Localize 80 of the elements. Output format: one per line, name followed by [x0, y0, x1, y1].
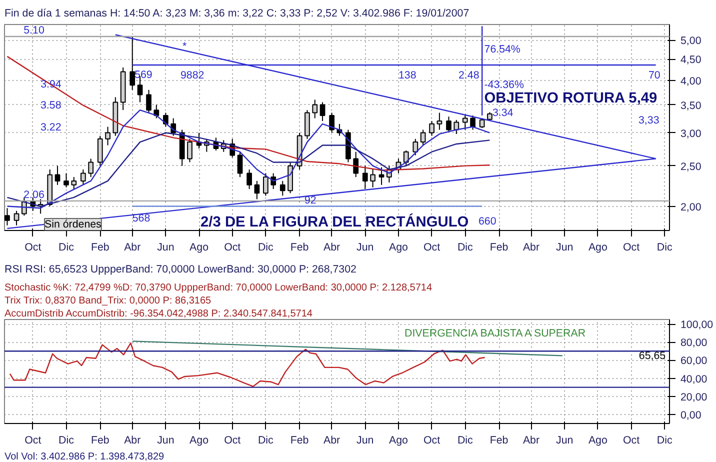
- annotation: DIVERGENCIA BAJISTA A SUPERAR: [404, 328, 586, 340]
- x-tick-label: Jun: [356, 242, 374, 254]
- y-tick-label: 4,50: [680, 54, 702, 66]
- x-tick-label: Oct: [224, 242, 241, 254]
- x-tick-label: Dic: [457, 434, 474, 446]
- x-tick-label: Jun: [356, 434, 374, 446]
- chart-title: Fin de día 1 semanas H: 14:50 A: 3,23 M: 3,36 m: 3,22 C: 3,33 P: 2,52 V: 3.402.986 F: 19/01/2007: [4, 8, 470, 20]
- annotation: 3,33: [638, 114, 660, 126]
- annotation: 70: [648, 70, 660, 82]
- x-tick-label: Dic: [457, 242, 474, 254]
- annotation: 92: [304, 194, 316, 206]
- y-tick-label: 4,00: [680, 76, 702, 88]
- x-tick-label: Oct: [224, 434, 241, 446]
- annotation: 65,65: [638, 350, 666, 362]
- y-tick-label: 20,00: [680, 391, 708, 404]
- annotation: *: [182, 40, 187, 52]
- y-tick-label: 80,00: [680, 337, 708, 350]
- x-tick-label: Abr: [124, 434, 142, 446]
- x-tick-label: Oct: [424, 242, 440, 254]
- annotation: 138: [398, 70, 416, 82]
- x-tick-label: Abr: [522, 434, 540, 446]
- ref-line-label: 2.06: [24, 188, 44, 201]
- annotation: Sin órdenes: [44, 218, 102, 230]
- x-tick-label: Ago: [190, 434, 209, 446]
- annotation: 569: [134, 68, 152, 81]
- x-tick-label: Dic: [656, 434, 673, 446]
- x-tick-label: Jun: [556, 434, 574, 446]
- text: Stochastic %K: 72,4799 %D: 70,3790 UppperBand: 70,0000 LowerBand: 30,0000 P: 2.128,5714: [4, 282, 432, 294]
- x-tick-label: Feb: [290, 242, 309, 254]
- x-tick-label: Ago: [588, 434, 608, 446]
- annotation: 3.58: [40, 100, 62, 112]
- y-tick-label: 3,00: [680, 128, 702, 140]
- x-tick-label: Dic: [258, 434, 274, 446]
- x-tick-label: Dic: [258, 242, 274, 254]
- y-tick-label: 3,50: [680, 100, 702, 112]
- x-tick-label: Oct: [24, 434, 42, 446]
- x-tick-label: Feb: [290, 434, 309, 446]
- annotation: 660: [478, 216, 496, 228]
- x-tick-label: Oct: [622, 242, 640, 254]
- x-tick-label: Ago: [388, 242, 408, 254]
- text: Trix Trix: 0,8370 Band_Trix: 0,0000 P: 86,3165: [4, 296, 212, 306]
- annotation: 2/3 DE LA FIGURA DEL RECTÁNGULO: [200, 214, 469, 230]
- x-tick-label: Oct: [424, 434, 440, 446]
- annotation: 9882: [180, 70, 204, 82]
- annotation: 3.22: [40, 122, 62, 134]
- x-tick-label: Feb: [490, 434, 508, 446]
- y-tick-label: 60,00: [680, 355, 708, 368]
- x-tick-label: Oct: [622, 434, 640, 446]
- ref-line-label: 5.10: [24, 24, 44, 37]
- x-tick-label: Feb: [490, 242, 508, 254]
- x-tick-label: Abr: [324, 242, 341, 254]
- annotation: 76.54%: [484, 43, 521, 56]
- x-tick-label: Ago: [588, 242, 608, 254]
- y-tick-label: 40,00: [680, 373, 708, 386]
- x-tick-label: Feb: [90, 242, 110, 254]
- x-tick-label: Dic: [58, 434, 75, 446]
- annotation: 2.48: [458, 70, 480, 82]
- chart-title: RSI RSI: 65,6523 UppperBand: 70,0000 LowerBand: 30,0000 P: 268,7302: [4, 264, 356, 276]
- x-tick-label: Abr: [124, 242, 142, 254]
- y-tick-label: 2,50: [680, 160, 702, 173]
- x-tick-label: Jun: [556, 242, 574, 254]
- y-tick-label: 2,00: [680, 201, 702, 214]
- x-tick-label: Jun: [157, 434, 174, 446]
- x-tick-label: Ago: [190, 242, 209, 254]
- x-tick-label: Feb: [90, 434, 110, 446]
- x-tick-label: Dic: [58, 242, 75, 254]
- x-tick-label: Ago: [388, 434, 408, 446]
- text: AccumDistrib AccumDistrib: -96.354.042,4988 P: 2.340.547.841,5714: [4, 308, 313, 320]
- x-tick-label: Abr: [324, 434, 341, 446]
- x-tick-label: Dic: [656, 242, 673, 254]
- y-tick-label: 100,00: [680, 319, 714, 332]
- annotation: -43.36%: [484, 79, 524, 92]
- y-tick-label: 0,00: [680, 409, 702, 422]
- y-tick-label: 5,00: [680, 35, 702, 48]
- annotation: OBJETIVO ROTURA 5,49: [484, 90, 658, 107]
- annotation: 3.34: [492, 107, 514, 120]
- x-tick-label: Jun: [157, 242, 174, 254]
- x-tick-label: Oct: [24, 242, 42, 254]
- x-tick-label: Abr: [522, 242, 540, 254]
- text: Vol Vol: 3.402.986 P: 1.398.473,829: [4, 452, 165, 462]
